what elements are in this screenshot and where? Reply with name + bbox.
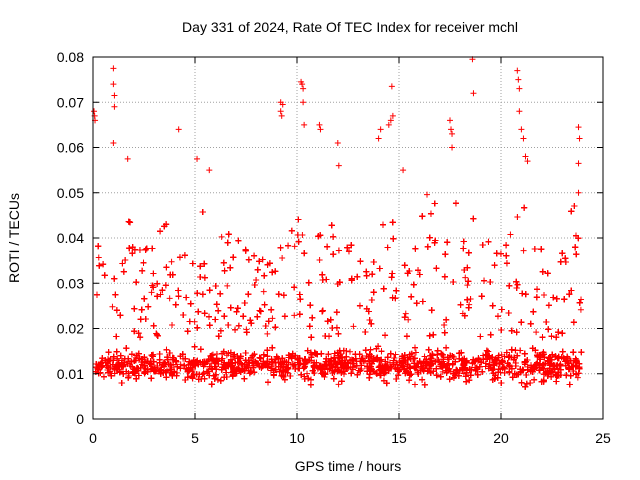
roti-point — [124, 155, 131, 162]
roti-point — [507, 231, 514, 238]
roti-point — [95, 254, 102, 261]
roti-point — [389, 112, 396, 119]
roti-point — [533, 329, 540, 336]
roti-point — [575, 189, 582, 196]
roti-point — [516, 85, 523, 92]
roti-point — [316, 257, 323, 264]
data-points — [91, 56, 585, 390]
roti-point — [291, 312, 298, 319]
roti-point — [316, 121, 323, 128]
roti-point — [335, 381, 342, 388]
roti-point — [576, 135, 583, 142]
roti-point — [498, 351, 505, 358]
roti-point — [218, 233, 225, 240]
roti-point — [110, 65, 117, 72]
roti-point — [264, 330, 271, 337]
grid-lines — [93, 57, 603, 419]
roti-point — [278, 112, 285, 119]
roti-point — [277, 108, 284, 115]
roti-point — [515, 76, 522, 83]
roti-point — [111, 103, 118, 110]
roti-point — [464, 282, 471, 289]
roti-point — [514, 67, 521, 74]
roti-point — [91, 108, 98, 115]
roti-point — [109, 303, 116, 310]
roti-point — [347, 348, 354, 355]
chart-title: Day 331 of 2024, Rate Of TEC Index for r… — [182, 19, 518, 35]
roti-point — [110, 81, 117, 88]
roti-point — [424, 191, 431, 198]
roti-point — [206, 167, 213, 174]
roti-point — [470, 90, 477, 97]
roti-point — [317, 126, 324, 133]
roti-point — [574, 374, 581, 381]
roti-point — [301, 121, 308, 128]
roti-point — [269, 315, 276, 322]
roti-point — [449, 144, 456, 151]
roti-point — [448, 126, 455, 133]
roti-point — [385, 121, 392, 128]
roti-point — [462, 274, 469, 281]
roti-point — [174, 369, 181, 376]
roti-point — [148, 289, 155, 296]
roti-point — [350, 323, 357, 330]
roti-point — [377, 126, 384, 133]
roti-point — [405, 316, 412, 323]
roti-point — [362, 357, 369, 364]
roti-point — [516, 108, 523, 115]
roti-point — [279, 255, 286, 262]
roti-point — [208, 360, 215, 367]
roti-point — [522, 153, 529, 160]
roti-point — [224, 282, 231, 289]
roti-point — [575, 160, 582, 167]
roti-point — [300, 99, 307, 106]
roti-point — [300, 85, 307, 92]
roti-point — [335, 162, 342, 169]
roti-point — [175, 126, 182, 133]
roti-point — [402, 310, 409, 317]
roti-point — [575, 124, 582, 131]
roti-point — [291, 243, 298, 250]
roti-point — [279, 101, 286, 108]
roti-point — [168, 258, 175, 265]
roti-point — [518, 126, 525, 133]
roti-point — [447, 117, 453, 124]
roti-point — [334, 139, 341, 146]
roti-point — [524, 158, 531, 165]
roti-point — [439, 368, 446, 375]
roti-point — [110, 139, 117, 146]
roti-point — [520, 247, 527, 254]
roti-point — [577, 306, 584, 313]
roti-point — [449, 130, 456, 137]
roti-point — [194, 155, 201, 162]
roti-point — [111, 92, 118, 99]
roti-point — [375, 135, 382, 142]
roti-point — [387, 117, 394, 124]
roti-point — [388, 83, 395, 90]
roti-point — [166, 295, 173, 302]
roti-point — [304, 370, 311, 377]
roti-point — [260, 288, 267, 295]
roti-point — [520, 135, 527, 142]
roti-point — [299, 81, 306, 88]
roti-point — [400, 167, 407, 174]
